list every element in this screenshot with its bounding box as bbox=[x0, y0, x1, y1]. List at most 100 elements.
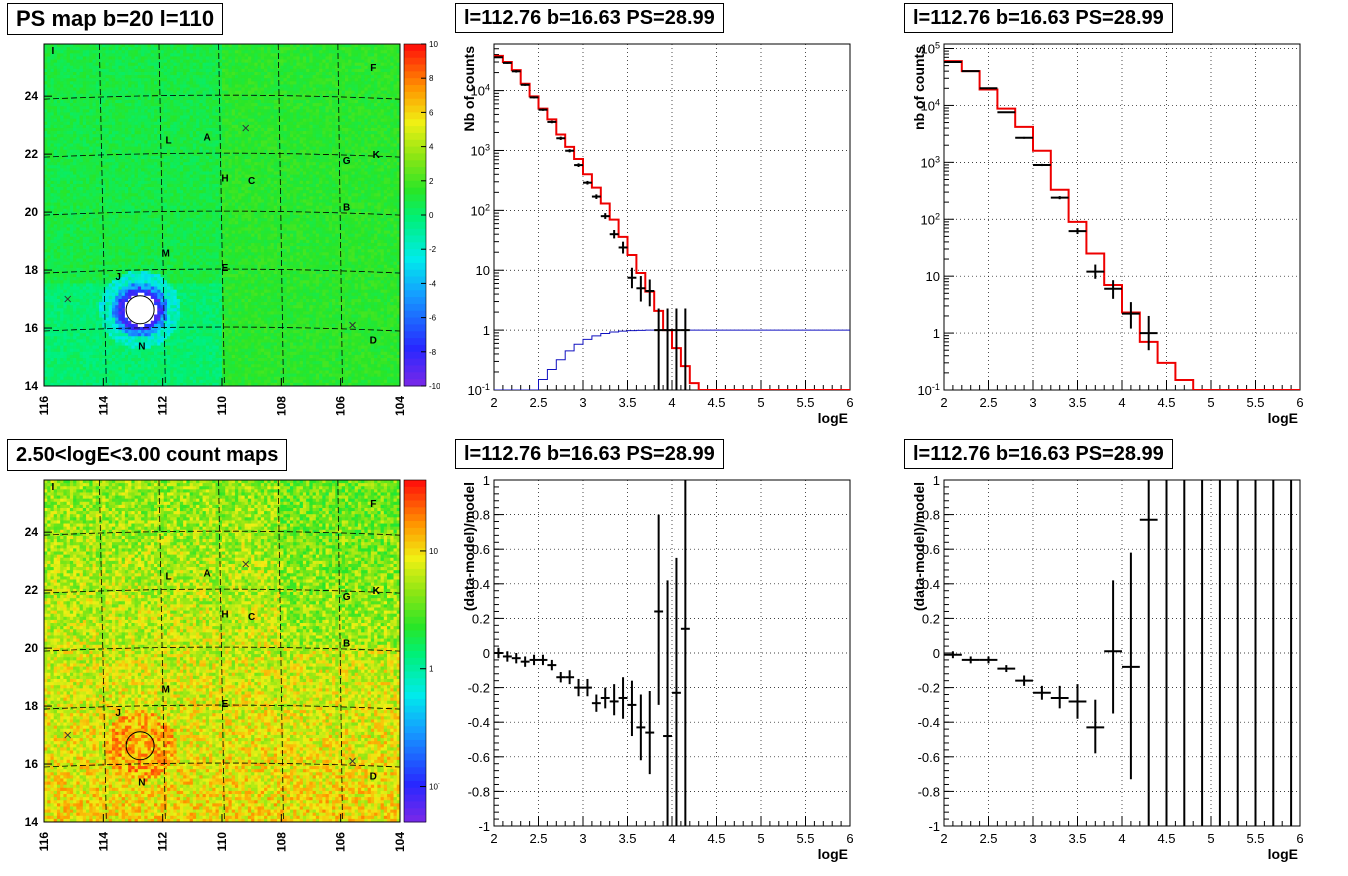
colorbar-cell bbox=[404, 562, 426, 569]
colorbar-cell bbox=[404, 692, 426, 699]
y-tick-label: 10-1 bbox=[467, 382, 490, 398]
colorbar-cell bbox=[404, 283, 426, 290]
colorbar-tick-label: 10-1 bbox=[429, 781, 440, 792]
colorbar-tick-label: 10 bbox=[429, 40, 438, 49]
colorbar-cell bbox=[404, 242, 426, 249]
y-axis-label: (data-model)/model bbox=[911, 482, 927, 611]
colorbar-cell bbox=[404, 58, 426, 65]
x-tick-label: 6 bbox=[1296, 395, 1303, 410]
colorbar-cell bbox=[404, 297, 426, 304]
source-marker-label: H bbox=[221, 173, 228, 184]
y-tick-label: 18 bbox=[25, 699, 39, 713]
colorbar-cell bbox=[404, 256, 426, 263]
colorbar-cell bbox=[404, 501, 426, 508]
x-tick-label: 5.5 bbox=[796, 395, 814, 410]
source-marker-label: C bbox=[248, 176, 255, 187]
colorbar-cell bbox=[404, 277, 426, 284]
colorbar-cell bbox=[404, 92, 426, 99]
colorbar-cell bbox=[404, 270, 426, 277]
colorbar-tick-label: -6 bbox=[429, 314, 437, 323]
source-marker-label: N bbox=[138, 341, 145, 352]
colorbar-cell bbox=[404, 229, 426, 236]
colorbar-cell bbox=[404, 808, 426, 815]
colorbar-cell bbox=[404, 487, 426, 494]
x-tick-label: 2 bbox=[490, 395, 497, 410]
y-tick-label: 0.2 bbox=[922, 611, 940, 626]
x-axis-label: logE bbox=[818, 410, 848, 426]
colorbar-tick-label: -10 bbox=[429, 382, 440, 391]
source-marker-label: C bbox=[248, 612, 255, 623]
colorbar-cell bbox=[404, 372, 426, 379]
source-marker-label: G bbox=[343, 156, 351, 167]
colorbar-cell bbox=[404, 44, 426, 51]
spectrum-fine-title: l=112.76 b=16.63 PS=28.99 bbox=[455, 3, 724, 33]
colorbar-cell bbox=[404, 318, 426, 325]
colorbar-cell bbox=[404, 290, 426, 297]
model-line bbox=[494, 56, 850, 390]
colorbar-cell bbox=[404, 815, 426, 822]
x-tick-label: 3 bbox=[1029, 831, 1036, 846]
map-pixels bbox=[44, 480, 400, 822]
x-tick-label: 2 bbox=[490, 831, 497, 846]
y-axis-label: (data-model)/model bbox=[461, 482, 477, 611]
colorbar-cell bbox=[404, 304, 426, 311]
source-marker-label: D bbox=[370, 772, 377, 783]
x-tick-label: 4 bbox=[668, 831, 675, 846]
y-axis-label: Nb of counts bbox=[461, 46, 477, 132]
x-tick-label: 5 bbox=[1207, 395, 1214, 410]
source-marker-label: B bbox=[343, 202, 350, 213]
colorbar-tick-label: 4 bbox=[429, 143, 434, 152]
colorbar-cell bbox=[404, 71, 426, 78]
x-tick-label: 104 bbox=[393, 396, 407, 416]
colorbar-cell bbox=[404, 236, 426, 243]
x-tick-label: 4.5 bbox=[707, 831, 725, 846]
x-tick-label: 3 bbox=[579, 831, 586, 846]
source-marker-label: K bbox=[373, 586, 381, 597]
colorbar-cell bbox=[404, 365, 426, 372]
spectrum-coarse-title: l=112.76 b=16.63 PS=28.99 bbox=[904, 3, 1173, 33]
source-marker-label: F bbox=[370, 63, 376, 74]
colorbar-cell bbox=[404, 569, 426, 576]
colorbar bbox=[404, 480, 426, 823]
x-tick-label: 2 bbox=[940, 831, 947, 846]
colorbar-cell bbox=[404, 603, 426, 610]
y-tick-label: 1 bbox=[483, 323, 490, 338]
colorbar-cell bbox=[404, 119, 426, 126]
y-tick-label: -0.8 bbox=[468, 784, 490, 799]
colorbar-tick-label: -2 bbox=[429, 245, 437, 254]
y-tick-label: -1 bbox=[478, 819, 490, 834]
source-marker-label: L bbox=[166, 572, 172, 583]
colorbar-cell bbox=[404, 379, 426, 386]
y-tick-label: 16 bbox=[25, 321, 39, 335]
colorbar-cell bbox=[404, 719, 426, 726]
colorbar-tick-label: 2 bbox=[429, 177, 434, 186]
colorbar-cell bbox=[404, 507, 426, 514]
colorbar-cell bbox=[404, 528, 426, 535]
colorbar-tick-label: -4 bbox=[429, 279, 437, 288]
colorbar-cell bbox=[404, 99, 426, 106]
source-marker-label: G bbox=[343, 592, 351, 603]
y-tick-label: -0.8 bbox=[918, 784, 940, 799]
colorbar-cell bbox=[404, 249, 426, 256]
source-marker-label: F bbox=[370, 499, 376, 510]
y-tick-label: -0.2 bbox=[468, 681, 490, 696]
y-tick-label: 20 bbox=[25, 641, 39, 655]
source-marker-label: K bbox=[373, 150, 381, 161]
y-tick-label: 102 bbox=[470, 202, 490, 218]
y-tick-label: -0.4 bbox=[468, 715, 490, 730]
source-marker-label: L bbox=[166, 136, 172, 147]
y-tick-label: 10 bbox=[926, 269, 940, 284]
y-tick-label: 0.2 bbox=[472, 611, 490, 626]
colorbar-cell bbox=[404, 51, 426, 58]
colorbar-cell bbox=[404, 576, 426, 583]
colorbar-cell bbox=[404, 760, 426, 767]
y-tick-label: 102 bbox=[920, 211, 940, 227]
source-marker-label: E bbox=[222, 699, 229, 710]
x-tick-label: 108 bbox=[274, 396, 288, 416]
colorbar-cell bbox=[404, 774, 426, 781]
